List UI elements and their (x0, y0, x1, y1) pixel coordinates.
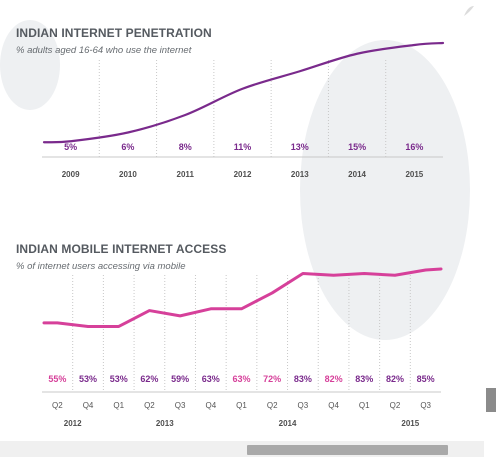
chart1-tick-label: 2012 (234, 170, 252, 179)
vertical-scrollbar-thumb[interactable] (486, 388, 496, 412)
corner-logo-icon (464, 6, 474, 16)
chart2-tick-label: Q3 (420, 401, 431, 410)
chart2-data-label: 59% (171, 374, 189, 384)
chart2-tick-label: Q4 (328, 401, 339, 410)
chart1-data-label: 11% (234, 142, 252, 152)
chart2-title: INDIAN MOBILE INTERNET ACCESS (16, 242, 227, 256)
chart1-series-line (42, 41, 445, 144)
chart2-tick-label: Q2 (267, 401, 278, 410)
map-silhouette-small (0, 20, 60, 110)
chart2-subtitle: % of internet users accessing via mobile (16, 261, 186, 272)
chart2-year-label: 2015 (401, 419, 419, 428)
chart1-data-label: 6% (121, 142, 134, 152)
chart2-data-label: 55% (48, 374, 66, 384)
chart1-tick-label: 2014 (348, 170, 366, 179)
chart1-tick-label: 2010 (119, 170, 137, 179)
chart2-year-label: 2013 (156, 419, 174, 428)
chart2-data-label: 72% (263, 374, 281, 384)
chart2-tick-label: Q2 (52, 401, 63, 410)
chart2-data-label: 82% (325, 374, 343, 384)
chart2-tick-label: Q1 (236, 401, 247, 410)
chart2-year-label: 2014 (279, 419, 297, 428)
chart2-data-label: 53% (110, 374, 128, 384)
chart2-data-label: 53% (79, 374, 97, 384)
chart2-tick-label: Q2 (390, 401, 401, 410)
penetration-chart: 5% 2009 6% 2010 8% 2011 11% 2012 13% 2013 15% 2014 1… (42, 41, 445, 179)
chart2-data-label: 63% (202, 374, 220, 384)
chart2-data-label: 62% (140, 374, 158, 384)
chart1-subtitle: % adults aged 16-64 who use the internet (16, 45, 192, 56)
chart1-data-label: 5% (64, 142, 77, 152)
chart2-tick-label: Q1 (359, 401, 370, 410)
chart2-tick-label: Q2 (144, 401, 155, 410)
chart2-year-label: 2012 (64, 419, 82, 428)
chart1-data-label: 8% (179, 142, 192, 152)
chart2-tick-label: Q4 (205, 401, 216, 410)
chart1-tick-label: 2011 (177, 170, 195, 179)
chart2-tick-label: Q4 (83, 401, 94, 410)
chart2-data-label: 63% (232, 374, 250, 384)
horizontal-scrollbar-thumb[interactable] (247, 445, 448, 455)
chart2-tick-label: Q3 (298, 401, 309, 410)
chart2-data-label: 83% (355, 374, 373, 384)
chart1-tick-label: 2009 (62, 170, 80, 179)
chart1-tick-label: 2013 (291, 170, 309, 179)
chart1-data-label: 15% (348, 142, 366, 152)
chart2-tick-label: Q3 (175, 401, 186, 410)
chart2-data-label: 82% (386, 374, 404, 384)
chart2-data-label: 85% (417, 374, 435, 384)
chart1-data-label: 13% (291, 142, 309, 152)
chart2-series-line (42, 267, 443, 328)
chart2-tick-label: Q1 (113, 401, 124, 410)
chart2-data-label: 83% (294, 374, 312, 384)
chart1-tick-label: 2015 (405, 170, 423, 179)
chart1-data-label: 16% (405, 142, 423, 152)
chart1-title: INDIAN INTERNET PENETRATION (16, 26, 212, 40)
